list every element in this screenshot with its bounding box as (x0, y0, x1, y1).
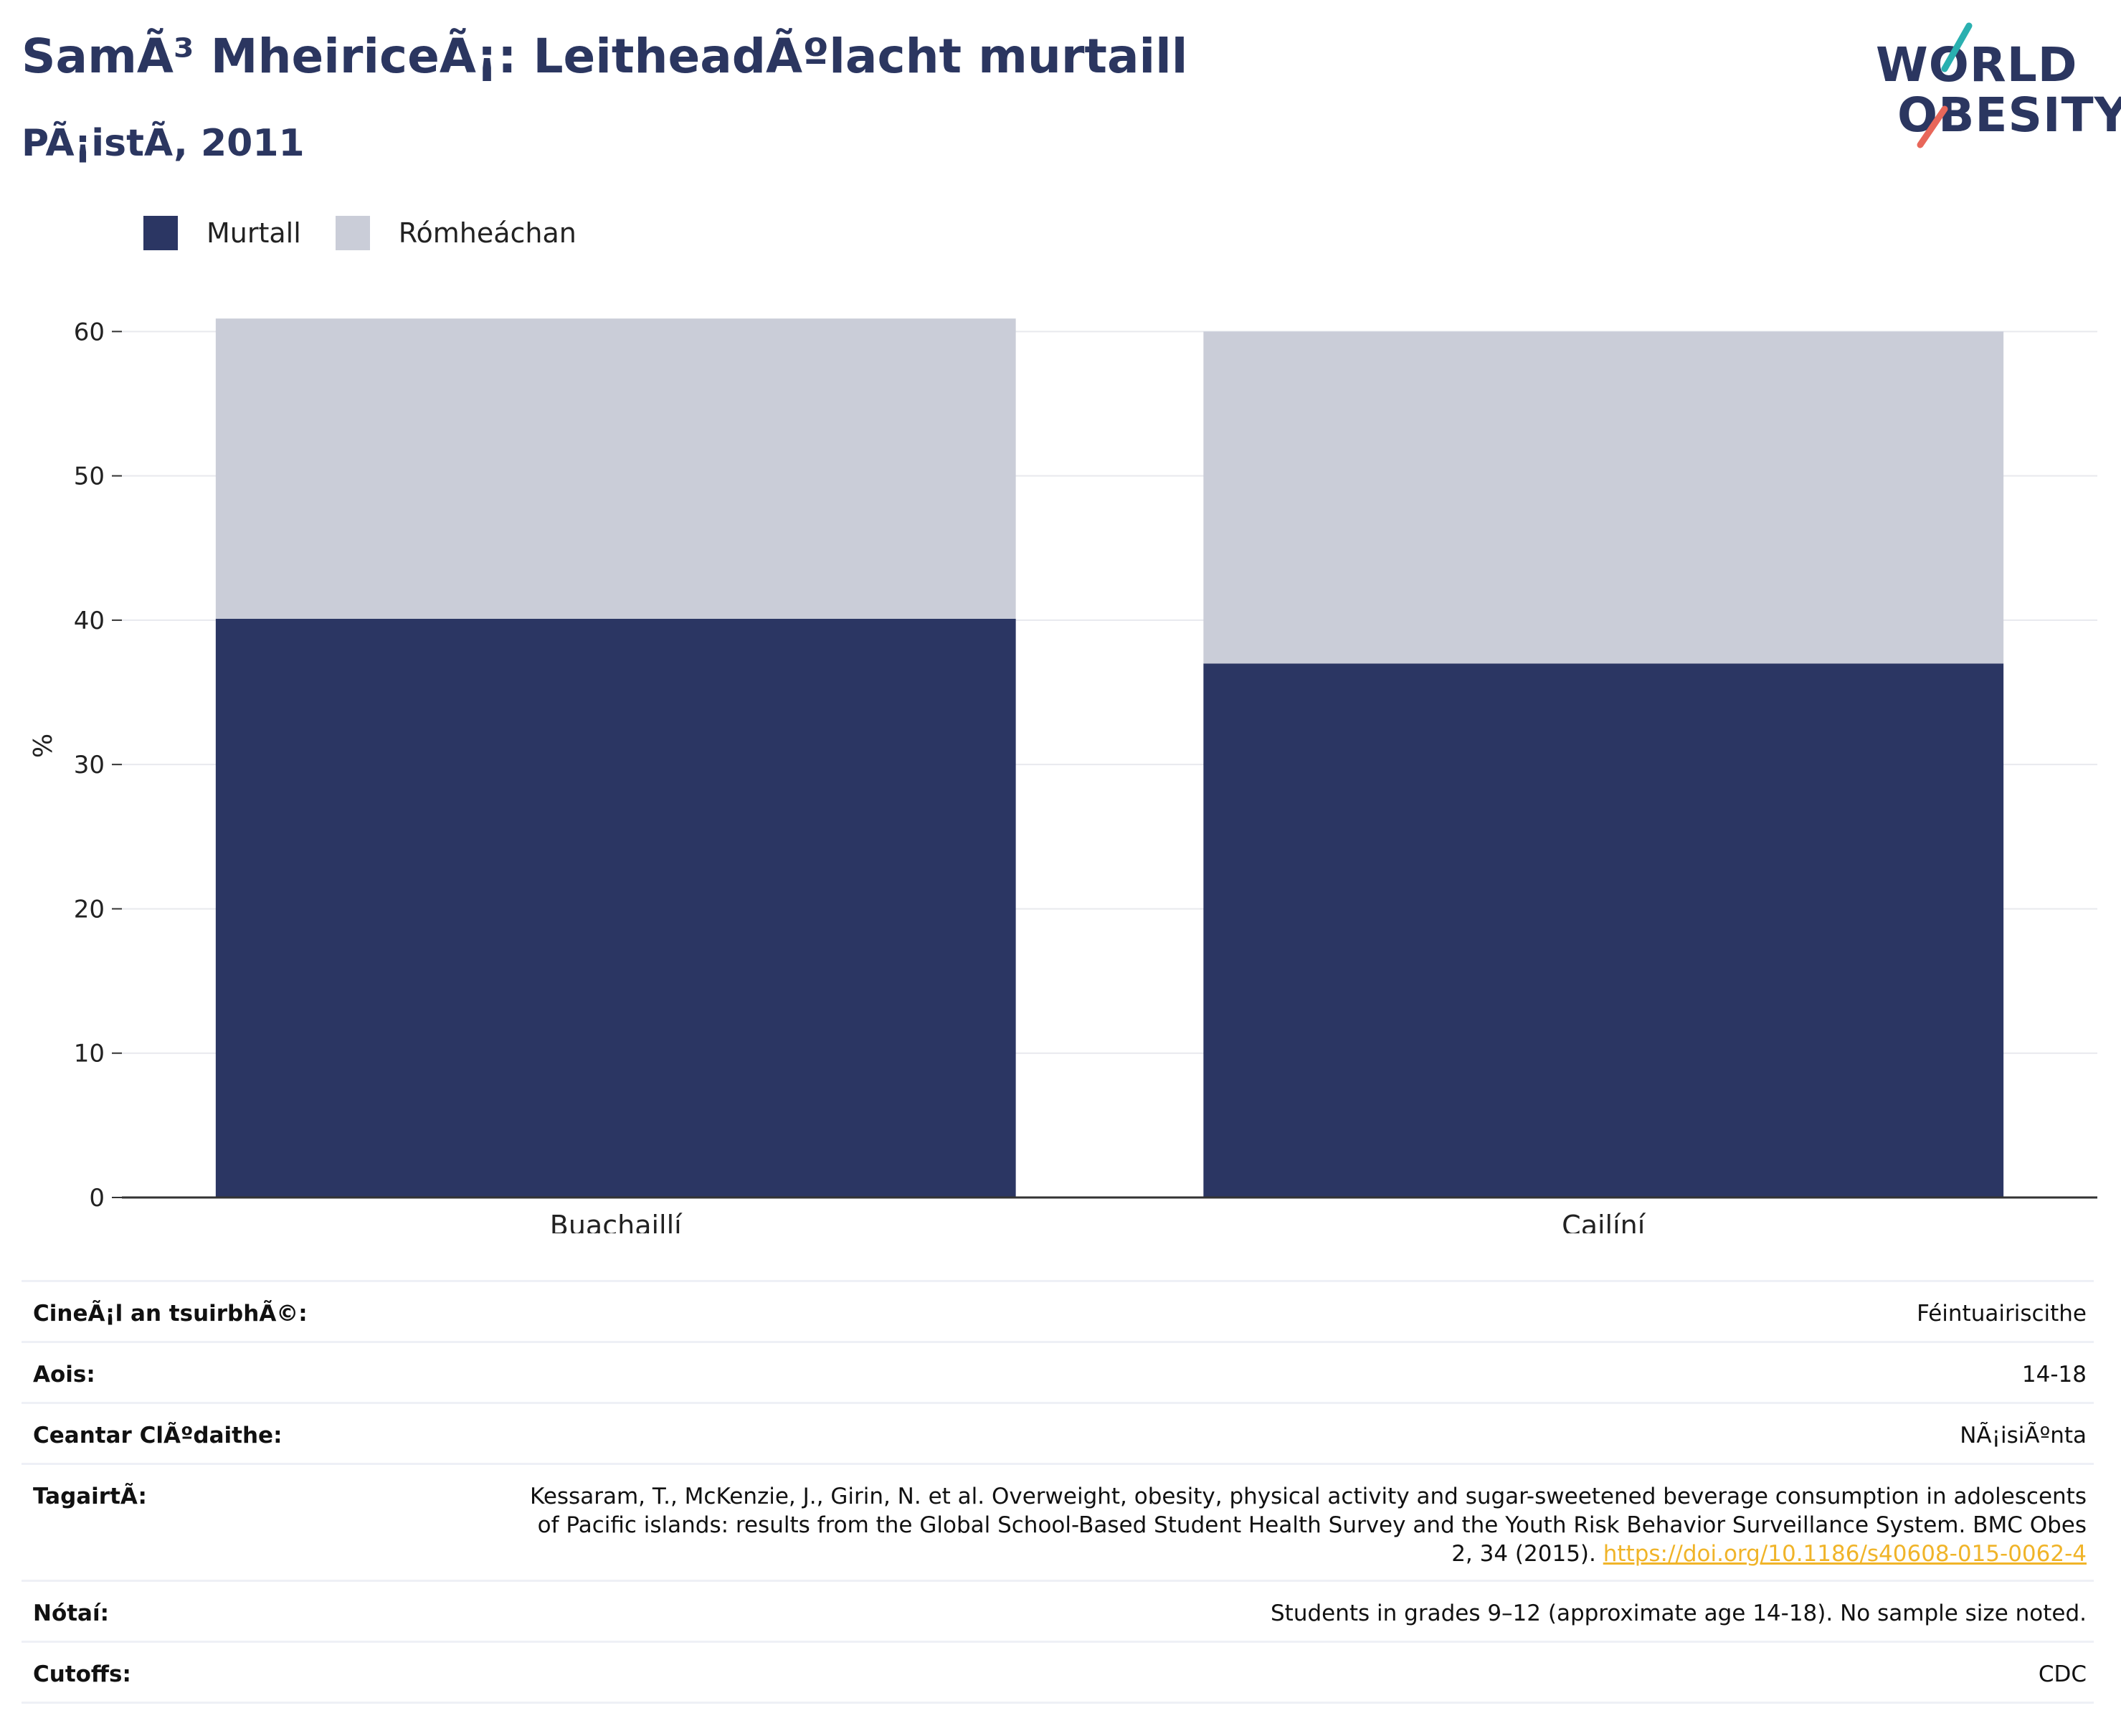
info-row-cutoffs: Cutoffs: CDC (22, 1641, 2094, 1704)
logo-slash-icon (1917, 22, 1973, 148)
chart-legend: Murtall Rómheáchan (143, 215, 611, 251)
info-label: Nótaí: (22, 1580, 521, 1642)
info-label: Cutoffs: (22, 1641, 521, 1704)
y-tick-label: 10 (74, 1040, 105, 1068)
info-label: CineÃ¡l an tsuirbhÃ©: (22, 1280, 521, 1342)
y-tick-label: 50 (74, 463, 105, 491)
info-row-age: Aois: 14-18 (22, 1341, 2094, 1403)
y-tick-label: 40 (74, 607, 105, 635)
bar-obese-2 (1203, 663, 2004, 1197)
world-obesity-logo: WORLD OBESITY (1864, 22, 2121, 151)
logo-word-world: WORLD (1876, 37, 2078, 93)
info-label: TagairtÃ: (22, 1463, 521, 1581)
legend-label-overweight: Rómheáchan (398, 217, 576, 249)
y-tick-label: 0 (89, 1184, 105, 1213)
info-value: NÃ¡isiÃºnta (521, 1402, 2094, 1464)
info-value: 14-18 (521, 1341, 2094, 1403)
y-tick-label: 20 (74, 895, 105, 924)
reference-text: Kessaram, T., McKenzie, J., Girin, N. et… (530, 1484, 2087, 1567)
x-category-label: Buachaillí (550, 1210, 683, 1233)
info-row-reference: TagairtÃ: Kessaram, T., McKenzie, J., Gi… (22, 1463, 2094, 1581)
info-value: CDC (521, 1641, 2094, 1704)
x-category-label: Cailíní (1562, 1210, 1646, 1233)
info-row-notes: Nótaí: Students in grades 9–12 (approxim… (22, 1580, 2094, 1642)
chart-subtitle: PÃ¡istÃ, 2011 (22, 122, 305, 165)
info-label: Aois: (22, 1341, 521, 1403)
info-row-area: Ceantar ClÃºdaithe: NÃ¡isiÃºnta (22, 1402, 2094, 1464)
legend-item-obese[interactable]: Murtall (143, 216, 301, 250)
y-tick-label: 30 (74, 751, 105, 779)
y-tick-label: 60 (74, 318, 105, 346)
legend-item-overweight[interactable]: Rómheáchan (335, 216, 576, 250)
bar-obese-1 (215, 618, 1016, 1197)
bar-overweight-2 (1203, 331, 2004, 664)
legend-label-obese: Murtall (207, 217, 301, 249)
info-label: Ceantar ClÃºdaithe: (22, 1402, 521, 1464)
info-value: Students in grades 9–12 (approximate age… (521, 1580, 2094, 1642)
survey-info-table: CineÃ¡l an tsuirbhÃ©: Féintuairiscithe A… (22, 1280, 2094, 1704)
info-value: Kessaram, T., McKenzie, J., Girin, N. et… (521, 1463, 2094, 1581)
chart-title: SamÃ³ MheiriceÃ¡: LeitheadÃºlacht murtai… (22, 29, 1188, 84)
legend-swatch-overweight (335, 216, 370, 250)
info-value: Féintuairiscithe (521, 1280, 2094, 1342)
bar-overweight-1 (215, 318, 1016, 619)
info-row-survey-type: CineÃ¡l an tsuirbhÃ©: Féintuairiscithe (22, 1280, 2094, 1342)
legend-swatch-obese (143, 216, 178, 250)
reference-link[interactable]: https://doi.org/10.1186/s40608-015-0062-… (1603, 1541, 2087, 1567)
logo-word-obesity: OBESITY (1897, 87, 2121, 143)
bar-chart: 0 10 20 30 40 50 60% Buachaillí Cailíní (29, 318, 2097, 1233)
y-axis-title: % (29, 734, 58, 758)
